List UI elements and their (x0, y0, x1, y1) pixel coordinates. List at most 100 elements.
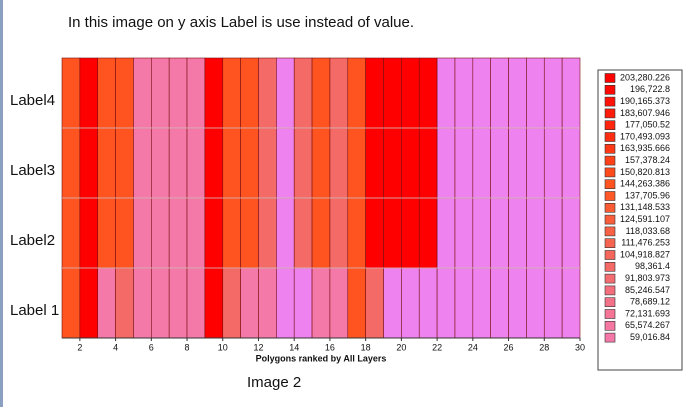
heat-cell (436, 127, 456, 199)
legend-swatch (604, 73, 616, 83)
legend-label: 111,476.253 (621, 238, 670, 248)
heat-cell (222, 127, 241, 199)
x-axis-label: Polygons ranked by All Layers (256, 353, 387, 363)
heat-cell (115, 267, 134, 339)
heat-cell (347, 127, 366, 199)
legend-label: 91,803.973 (625, 273, 670, 283)
heat-cell (258, 267, 277, 339)
caption: Image 2 (247, 374, 301, 391)
y-category-label: Label 1 (10, 302, 59, 319)
legend-label: 137,705.96 (625, 190, 670, 200)
legend-label: 150,820.813 (620, 167, 670, 177)
x-tick-label: 28 (539, 342, 549, 352)
heat-cell (543, 57, 563, 129)
heat-cell (383, 57, 402, 129)
legend-label: 124,591.107 (620, 214, 670, 224)
heat-cell (418, 267, 438, 339)
heat-cell (79, 267, 99, 339)
heat-cell (401, 57, 420, 129)
heat-cell (79, 127, 99, 199)
heat-cell (61, 267, 81, 339)
legend-swatch (604, 132, 616, 142)
heat-cell (258, 127, 277, 199)
heat-cell (401, 267, 420, 339)
heat-cell (311, 57, 331, 129)
legend-swatch (604, 191, 616, 201)
heat-cell (258, 197, 277, 269)
x-tick-label: 26 (504, 342, 514, 352)
heat-cell (204, 127, 224, 199)
heat-cell (97, 197, 116, 269)
legend-swatch (604, 320, 616, 331)
legend-swatch (604, 120, 616, 130)
heat-cell (561, 57, 581, 129)
heat-cell (204, 57, 224, 129)
heat-cell (151, 127, 170, 199)
heat-cell (133, 57, 152, 129)
legend-label: 85,246.547 (625, 285, 670, 295)
heat-cell (222, 197, 241, 269)
heat-cell (418, 127, 438, 199)
heat-cell (293, 57, 313, 129)
legend-label: 118,033.68 (626, 226, 670, 236)
heat-cell (97, 127, 116, 199)
legend-label: 163,935.666 (620, 143, 670, 153)
legend-swatch (604, 96, 616, 107)
heat-cell (151, 267, 170, 339)
heat-cell (151, 197, 170, 269)
y-category-label: Label3 (10, 162, 55, 179)
legend-swatch (604, 238, 616, 248)
heat-cell (276, 127, 295, 199)
heat-cell (186, 197, 206, 269)
heat-cell (401, 127, 420, 199)
heat-cell (204, 267, 224, 339)
x-tick-label: 18 (361, 342, 371, 352)
heat-cell (472, 267, 491, 339)
heat-cell (276, 57, 295, 129)
heat-cell (329, 197, 349, 269)
heat-cell (79, 57, 99, 129)
heat-cell (490, 127, 509, 199)
heat-cell (526, 197, 545, 269)
heat-cell (436, 57, 456, 129)
legend-label: 170,493.093 (620, 131, 670, 141)
heat-cell (240, 127, 259, 199)
heat-cell (115, 197, 134, 269)
heat-cell (222, 267, 241, 339)
heat-cell (508, 267, 527, 339)
legend-label: 177,050.52 (625, 120, 670, 130)
legend-swatch (604, 285, 616, 296)
heat-cell (490, 267, 509, 339)
legend-swatch (604, 250, 616, 260)
y-category-label: Label2 (10, 232, 55, 249)
heat-cell (436, 197, 456, 269)
heat-cell (222, 57, 241, 129)
heat-cell (347, 267, 366, 339)
heat-cell (383, 267, 402, 339)
legend-swatch (604, 108, 616, 119)
legend-label: 59,016.84 (630, 332, 670, 342)
legend-label: 157,378.24 (625, 155, 670, 165)
heat-cell (97, 57, 116, 129)
heat-cell (383, 197, 402, 269)
heat-cell (204, 197, 224, 269)
heat-cell (454, 57, 474, 129)
legend-label: 78,689.12 (630, 297, 670, 307)
legend-swatch (604, 214, 616, 225)
heat-cell (168, 57, 188, 129)
legend-label: 65,574.267 (625, 320, 670, 330)
heat-cell (186, 127, 206, 199)
heat-cell (365, 197, 384, 269)
heat-cell (508, 57, 527, 129)
legend-swatch (604, 297, 616, 308)
heat-cell (383, 127, 402, 199)
heat-cell (311, 197, 331, 269)
legend-label: 203,280.226 (620, 72, 670, 82)
heat-cell (276, 197, 295, 269)
heat-cell (454, 127, 474, 199)
heat-cell (168, 197, 188, 269)
x-tick-label: 16 (325, 342, 335, 352)
heat-cell (329, 267, 349, 339)
legend-swatch (604, 226, 616, 237)
